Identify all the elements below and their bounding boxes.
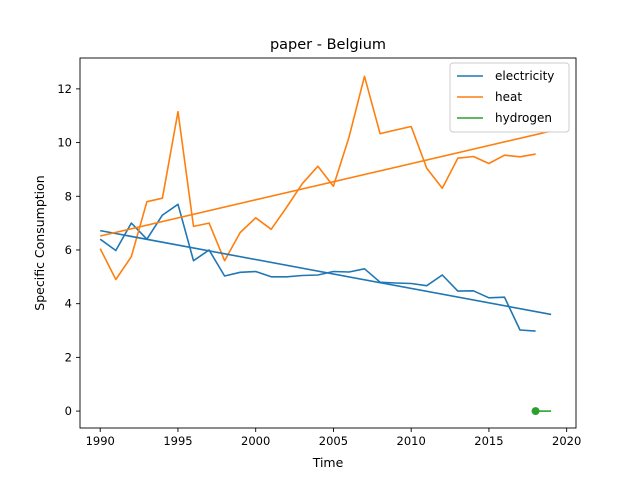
series-line-electricity [99,203,536,332]
plot-area [79,57,577,429]
y-tick-label: 10 [57,136,72,150]
legend: electricity heat hydrogen [449,62,570,133]
x-tick-label: 2020 [552,434,581,448]
x-axis-label: Time [312,455,344,470]
y-tick-label: 8 [65,189,72,203]
series-line-heat [99,75,536,281]
chart-title: paper - Belgium [270,37,386,53]
y-axis-label: Specific Consumption [32,175,47,310]
x-axis: 1990 1995 2000 2005 2010 2015 2020 [86,428,581,448]
x-tick-label: 1995 [163,434,192,448]
marker-hydrogen [531,407,540,416]
y-tick-label: 0 [65,404,72,418]
axes-frame [79,57,577,429]
x-tick-label: 1990 [86,434,115,448]
x-tick-label: 2015 [474,434,503,448]
legend-label-electricity: electricity [495,69,554,83]
trend-line-electricity [100,229,552,316]
y-tick-label: 6 [65,243,72,257]
legend-label-heat: heat [495,90,522,104]
x-tick-label: 2010 [397,434,426,448]
trend-line-heat [100,130,552,237]
y-axis: 0 2 4 6 8 10 12 [57,82,80,418]
x-tick-label: 2000 [241,434,270,448]
y-tick-label: 2 [65,350,72,364]
legend-label-hydrogen: hydrogen [495,111,552,125]
y-tick-label: 4 [65,297,72,311]
legend-box [449,62,570,133]
x-tick-label: 2005 [319,434,348,448]
y-tick-label: 12 [57,82,72,96]
